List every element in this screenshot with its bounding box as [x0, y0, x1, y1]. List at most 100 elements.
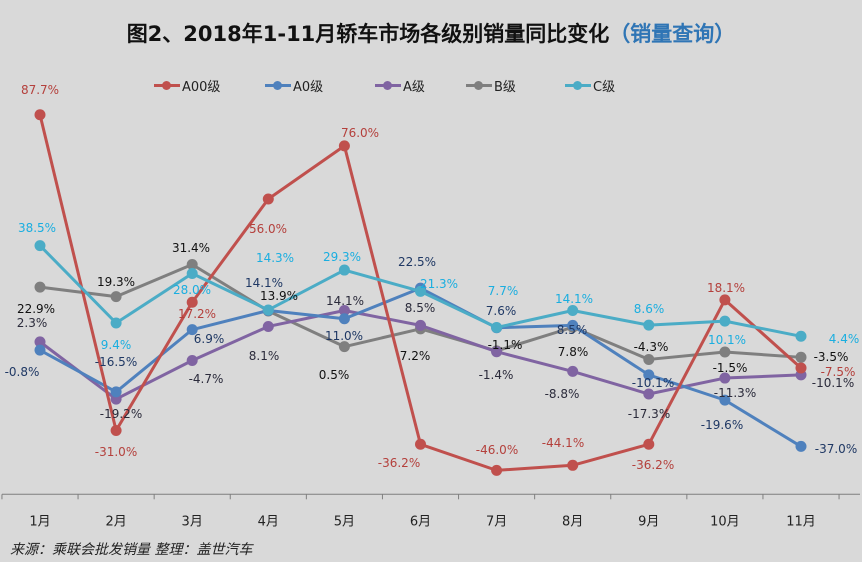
data-label: 14.3%: [256, 251, 294, 265]
data-point: [110, 291, 122, 303]
data-point: [719, 346, 731, 358]
data-label: -4.7%: [189, 372, 224, 386]
x-tick-label: 9月: [638, 514, 659, 529]
data-point: [110, 424, 122, 436]
sales-query-link[interactable]: （销量查询）: [609, 22, 736, 46]
x-tick-label: 2月: [105, 514, 126, 529]
legend-label: A0级: [293, 80, 324, 95]
data-point: [567, 319, 579, 331]
data-label: 10.1%: [708, 333, 746, 347]
data-label: 56.0%: [249, 222, 287, 236]
data-point: [491, 346, 503, 358]
data-point: [643, 353, 655, 365]
data-label: 8.1%: [249, 349, 280, 363]
x-tick-label: 6月: [410, 514, 431, 529]
x-tick-label: 1月: [29, 514, 50, 529]
data-point: [110, 317, 122, 329]
data-label: 8.5%: [557, 323, 588, 337]
data-label: -36.2%: [378, 456, 420, 470]
data-point: [567, 304, 579, 316]
data-point: [110, 386, 122, 398]
data-label: 9.4%: [101, 338, 132, 352]
data-point: [338, 313, 350, 325]
data-point: [795, 330, 807, 342]
data-point: [262, 320, 274, 332]
legend-line-marker-icon: [466, 81, 492, 90]
data-point: [338, 264, 350, 276]
data-label: 21.3%: [420, 277, 458, 291]
data-label: 31.4%: [172, 241, 210, 255]
x-tick-label: 4月: [258, 514, 279, 529]
data-point: [719, 394, 731, 406]
data-label: 8.6%: [634, 302, 665, 316]
legend-line-marker-icon: [565, 81, 591, 90]
data-point: [338, 140, 350, 152]
data-point: [34, 281, 46, 293]
data-point: [415, 438, 426, 450]
legend-label: A00级: [182, 80, 221, 95]
legend-item[interactable]: A0级: [265, 76, 323, 95]
data-label: -37.0%: [815, 442, 857, 456]
data-point: [795, 440, 807, 452]
data-label: -16.5%: [95, 355, 137, 369]
data-point: [491, 464, 503, 476]
data-point: [186, 268, 198, 280]
x-tick-label: 3月: [182, 514, 203, 529]
data-point: [186, 324, 198, 336]
legend: A00级 A0级 A级 B级 C级: [0, 76, 862, 96]
data-label: 22.9%: [17, 302, 55, 316]
data-point: [338, 341, 350, 353]
data-label: 14.1%: [555, 292, 593, 306]
data-label: 7.6%: [486, 304, 517, 318]
legend-label: B级: [494, 80, 516, 95]
legend-item[interactable]: A级: [375, 76, 425, 95]
data-label: -11.3%: [714, 386, 756, 400]
data-label: 13.9%: [260, 289, 298, 303]
data-label: -1.1%: [488, 338, 523, 352]
data-label: 8.5%: [405, 301, 436, 315]
data-label: 29.3%: [323, 250, 361, 264]
data-point: [643, 438, 655, 450]
data-label: -1.4%: [479, 368, 514, 382]
data-label: -19.2%: [100, 407, 142, 421]
data-label: -46.0%: [476, 443, 518, 457]
data-label: -10.1%: [812, 376, 854, 390]
legend-line-marker-icon: [265, 81, 291, 90]
data-label: 2.3%: [17, 316, 48, 330]
data-label: 19.3%: [97, 275, 135, 289]
data-point: [415, 285, 426, 297]
legend-item[interactable]: A00级: [154, 76, 220, 95]
data-point: [719, 294, 731, 306]
data-point: [415, 319, 426, 331]
x-tick-label: 10月: [710, 514, 740, 529]
data-label: -31.0%: [95, 445, 137, 459]
data-point: [262, 304, 274, 316]
data-point: [795, 362, 807, 374]
data-point: [643, 388, 655, 400]
data-label: 28.0%: [173, 283, 211, 297]
data-point: [186, 296, 198, 308]
legend-item[interactable]: C级: [565, 76, 615, 95]
data-label: 76.0%: [341, 126, 379, 140]
data-label: -3.5%: [814, 350, 849, 364]
legend-item[interactable]: B级: [466, 76, 516, 95]
data-point: [567, 459, 579, 471]
series-A00级: [34, 109, 807, 476]
data-point: [719, 372, 731, 384]
data-label: -4.3%: [634, 340, 669, 354]
data-label: 38.5%: [18, 221, 56, 235]
data-label: 7.8%: [558, 345, 589, 359]
data-label: 87.7%: [21, 83, 59, 97]
data-label: -36.2%: [632, 458, 674, 472]
data-label: 14.1%: [245, 276, 283, 290]
data-label: 18.1%: [707, 281, 745, 295]
data-point: [186, 258, 198, 270]
data-label: 7.2%: [400, 349, 431, 363]
data-label: -19.6%: [701, 418, 743, 432]
data-point: [719, 315, 731, 327]
chart-title-text: 图2、2018年1-11月轿车市场各级别销量同比变化: [126, 22, 610, 46]
data-point: [795, 351, 807, 363]
data-label: 11.0%: [325, 329, 363, 343]
data-point: [643, 319, 655, 331]
legend-line-marker-icon: [154, 81, 180, 90]
